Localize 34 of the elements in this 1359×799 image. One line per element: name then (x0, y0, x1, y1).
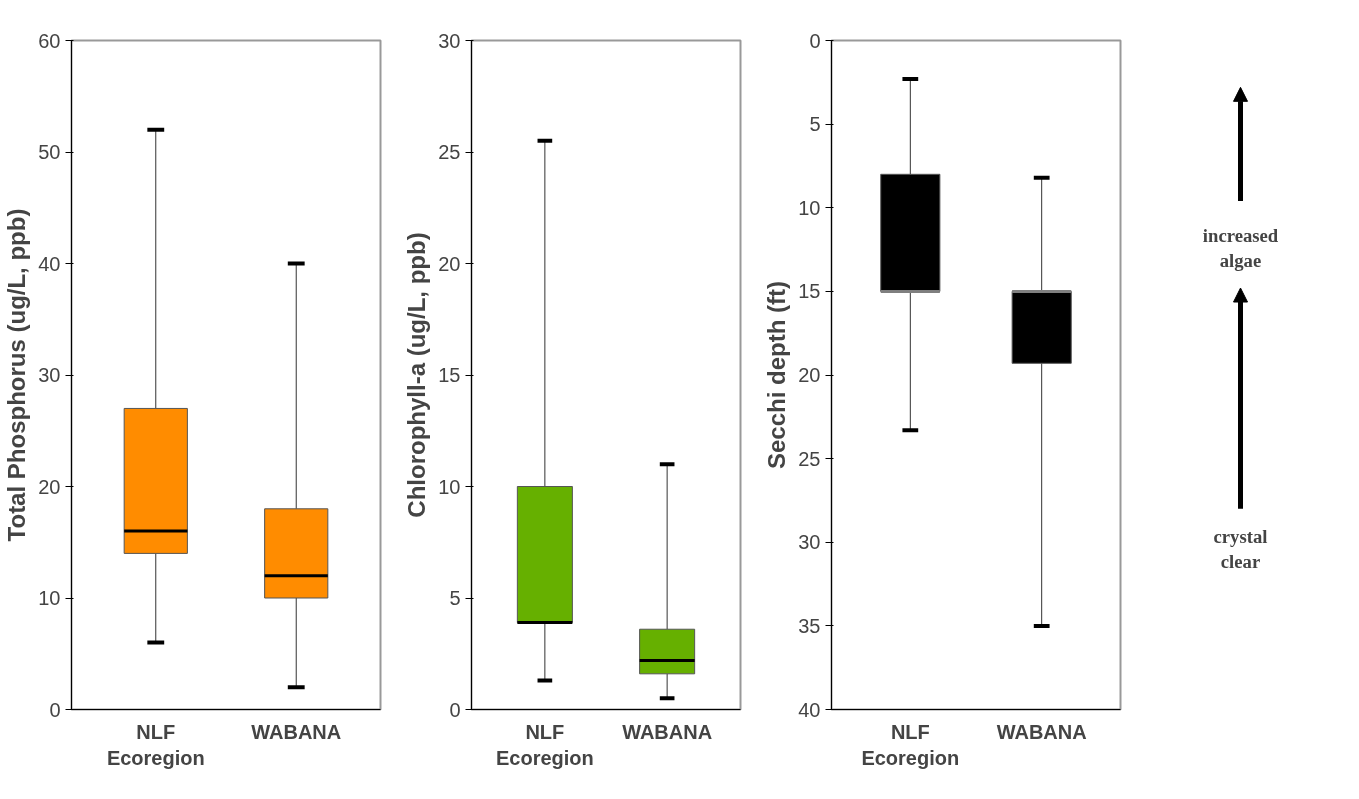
y-tick-label: 25 (438, 141, 461, 163)
y-axis-title: Chlorophyll-a (ug/L, ppb) (403, 232, 431, 518)
y-tick-label: 10 (38, 587, 61, 609)
y-tick-label: 20 (438, 252, 461, 275)
y-tick-label: 20 (38, 475, 61, 498)
y-tick-label: 20 (798, 364, 821, 386)
y-tick-label: 0 (809, 29, 821, 52)
y-axis-title: Total Phosphorus (ug/L, ppb) (3, 208, 31, 542)
y-tick-label: 5 (449, 587, 461, 609)
y-tick-label: 30 (798, 531, 821, 554)
y-tick-label: 0 (449, 698, 461, 721)
y-tick-label: 30 (438, 29, 461, 52)
y-tick-label: 10 (438, 475, 461, 498)
x-tick-label: WABANA (622, 720, 713, 743)
y-tick-label: 50 (38, 141, 61, 163)
y-tick-label: 15 (438, 364, 461, 386)
y-tick-label: 5 (809, 113, 821, 136)
y-tick-label: 60 (38, 29, 61, 52)
y-tick-label: 40 (38, 252, 61, 275)
y-tick-label: 10 (798, 196, 821, 219)
text: crystal clear (1213, 525, 1268, 573)
y-tick-label: 0 (49, 698, 61, 721)
y-tick-label: 15 (798, 280, 821, 303)
y-tick-label: 40 (798, 698, 821, 721)
x-tick-label: NLF Ecoregion (106, 720, 205, 769)
x-tick-label: NLF Ecoregion (495, 720, 594, 769)
y-tick-label: 35 (798, 614, 821, 637)
x-tick-label: WABANA (251, 720, 342, 743)
x-tick-label: NLF Ecoregion (861, 720, 960, 769)
text: increased algae (1202, 224, 1279, 271)
x-tick-label: WABANA (996, 720, 1087, 743)
y-axis-title: Secchi depth (ft) (763, 280, 791, 469)
y-tick-label: 25 (798, 447, 821, 470)
y-tick-label: 30 (38, 364, 61, 386)
